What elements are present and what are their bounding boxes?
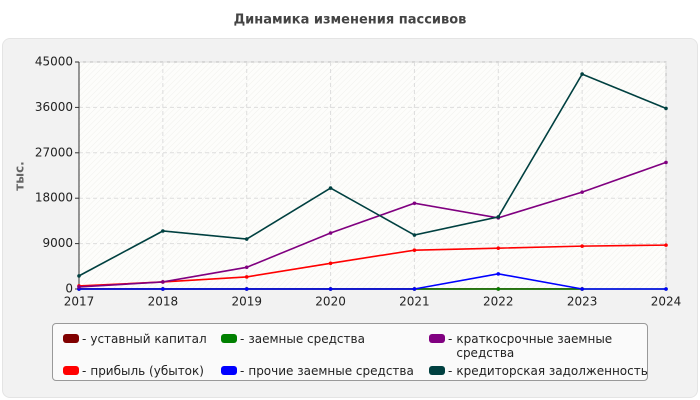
series-line: [78, 244, 667, 287]
point: [244, 275, 249, 279]
legend-dash: ‑: [82, 332, 87, 346]
legend-dash: ‑: [448, 332, 453, 346]
point: [580, 190, 584, 194]
chart-title: Динамика изменения пассивов: [234, 13, 467, 28]
legend-label: кредиторская задолженность: [456, 364, 648, 378]
point: [328, 261, 333, 266]
legend-item: ‑ прибыль (убыток): [63, 364, 221, 380]
x-tick-label: 2019: [231, 295, 262, 309]
legend-swatch: [63, 366, 79, 375]
point: [664, 106, 668, 111]
legend-dash: ‑: [240, 332, 245, 346]
x-tick-label: 2017: [64, 295, 95, 309]
point: [328, 287, 333, 291]
legend-label: краткосрочные заемные средства: [456, 332, 613, 360]
point: [496, 272, 501, 276]
legend-item: ‑ заемные средства: [221, 332, 429, 362]
legend-swatch: [63, 334, 79, 343]
point: [412, 287, 417, 291]
point: [664, 287, 668, 291]
y-tick-label: 9000: [42, 236, 73, 250]
legend-item: ‑ краткосрочные заемные средства: [429, 332, 649, 362]
point: [328, 231, 333, 235]
x-tick-label: 2023: [567, 295, 598, 309]
point: [244, 237, 249, 241]
point: [664, 243, 668, 247]
legend-swatch: [221, 366, 237, 375]
x-tick-label: 2021: [399, 295, 430, 309]
legend-item: ‑ прочие заемные средства: [221, 364, 429, 380]
point: [412, 233, 417, 237]
legend-item: ‑ уставный капитал: [63, 332, 221, 362]
y-tick-label: 0: [65, 282, 73, 296]
x-tick-label: 2020: [315, 295, 346, 309]
y-tick-label: 27000: [35, 145, 73, 159]
point: [496, 287, 501, 291]
plot-area: [78, 61, 667, 290]
legend-label: заемные средства: [248, 332, 365, 346]
series-line: [78, 73, 667, 277]
legend-dash: ‑: [240, 364, 245, 378]
point: [161, 280, 165, 284]
y-tick-label: 36000: [35, 100, 73, 114]
series-line: [79, 273, 666, 290]
point: [161, 229, 165, 233]
point: [580, 72, 584, 76]
x-tick-label: 2018: [148, 295, 179, 309]
legend-swatch: [429, 334, 445, 343]
point: [496, 246, 501, 250]
point: [77, 274, 81, 278]
legend: ‑ уставный капитал ‑ прибыль (убыток) ‑ заемн…: [52, 323, 648, 381]
x-tick-label: 2022: [483, 295, 514, 309]
point: [244, 265, 249, 270]
legend-dash: ‑: [82, 364, 87, 378]
point: [496, 215, 501, 219]
point: [580, 287, 584, 291]
y-tick-label: 45000: [35, 55, 73, 69]
point: [412, 201, 417, 206]
legend-swatch: [221, 334, 237, 343]
point: [580, 244, 584, 248]
legend-label: прибыль (убыток): [90, 364, 204, 378]
point: [77, 285, 81, 289]
legend-label: прочие заемные средства: [248, 364, 414, 378]
y-tick-label: 18000: [35, 191, 73, 205]
legend-item: ‑ кредиторская задолженность: [429, 364, 649, 380]
point: [664, 160, 668, 165]
point: [244, 287, 249, 291]
x-tick-label: 2024: [651, 295, 682, 309]
point: [412, 248, 417, 252]
legend-dash: ‑: [448, 364, 453, 378]
y-axis-label: тыс.: [13, 161, 27, 190]
point: [328, 186, 333, 190]
legend-label: уставный капитал: [90, 332, 207, 346]
point: [161, 287, 165, 291]
series-line: [78, 161, 667, 288]
legend-swatch: [429, 366, 445, 375]
